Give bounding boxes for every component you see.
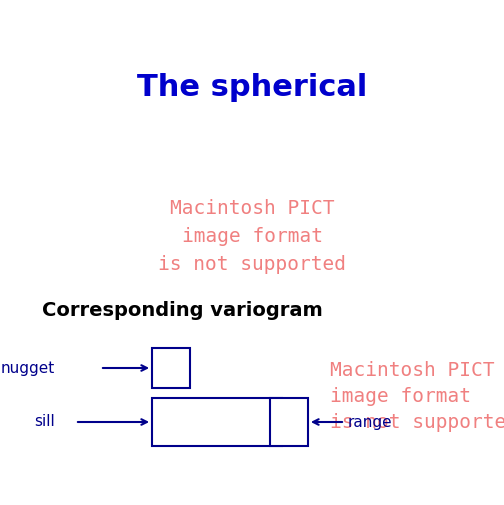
Bar: [270, 398, 308, 446]
Text: The spherical: The spherical: [137, 74, 367, 103]
Text: Macintosh PICT: Macintosh PICT: [170, 198, 334, 218]
Text: is not supported: is not supported: [158, 255, 346, 274]
Text: Macintosh PICT: Macintosh PICT: [330, 361, 494, 379]
Bar: [152, 348, 190, 388]
Text: image format: image format: [181, 227, 323, 245]
Text: image format: image format: [330, 386, 471, 406]
Text: nugget: nugget: [1, 361, 55, 376]
Text: is not supported: is not supported: [330, 413, 504, 431]
Text: range: range: [348, 415, 393, 429]
Text: sill: sill: [34, 415, 55, 429]
Text: Corresponding variogram: Corresponding variogram: [42, 300, 323, 320]
Bar: [152, 398, 282, 446]
